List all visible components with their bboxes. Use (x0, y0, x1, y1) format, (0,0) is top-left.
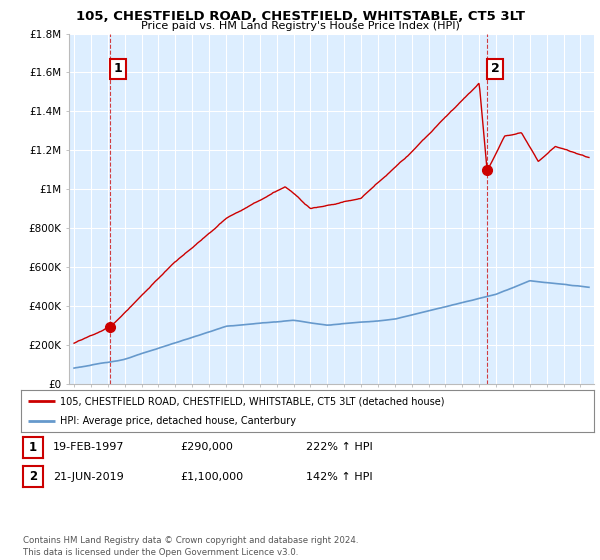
Text: 142% ↑ HPI: 142% ↑ HPI (306, 472, 373, 482)
Text: 19-FEB-1997: 19-FEB-1997 (53, 442, 124, 452)
Text: 222% ↑ HPI: 222% ↑ HPI (306, 442, 373, 452)
Text: 1: 1 (29, 441, 37, 454)
Text: 105, CHESTFIELD ROAD, CHESTFIELD, WHITSTABLE, CT5 3LT: 105, CHESTFIELD ROAD, CHESTFIELD, WHITST… (76, 10, 524, 22)
Text: 2: 2 (29, 470, 37, 483)
Text: HPI: Average price, detached house, Canterbury: HPI: Average price, detached house, Cant… (60, 416, 296, 426)
Text: 1: 1 (113, 62, 122, 75)
Text: 2: 2 (491, 62, 499, 75)
Text: 21-JUN-2019: 21-JUN-2019 (53, 472, 124, 482)
Text: Price paid vs. HM Land Registry's House Price Index (HPI): Price paid vs. HM Land Registry's House … (140, 21, 460, 31)
Text: £1,100,000: £1,100,000 (180, 472, 243, 482)
Text: Contains HM Land Registry data © Crown copyright and database right 2024.
This d: Contains HM Land Registry data © Crown c… (23, 536, 358, 557)
Text: £290,000: £290,000 (180, 442, 233, 452)
Text: 105, CHESTFIELD ROAD, CHESTFIELD, WHITSTABLE, CT5 3LT (detached house): 105, CHESTFIELD ROAD, CHESTFIELD, WHITST… (60, 396, 445, 406)
